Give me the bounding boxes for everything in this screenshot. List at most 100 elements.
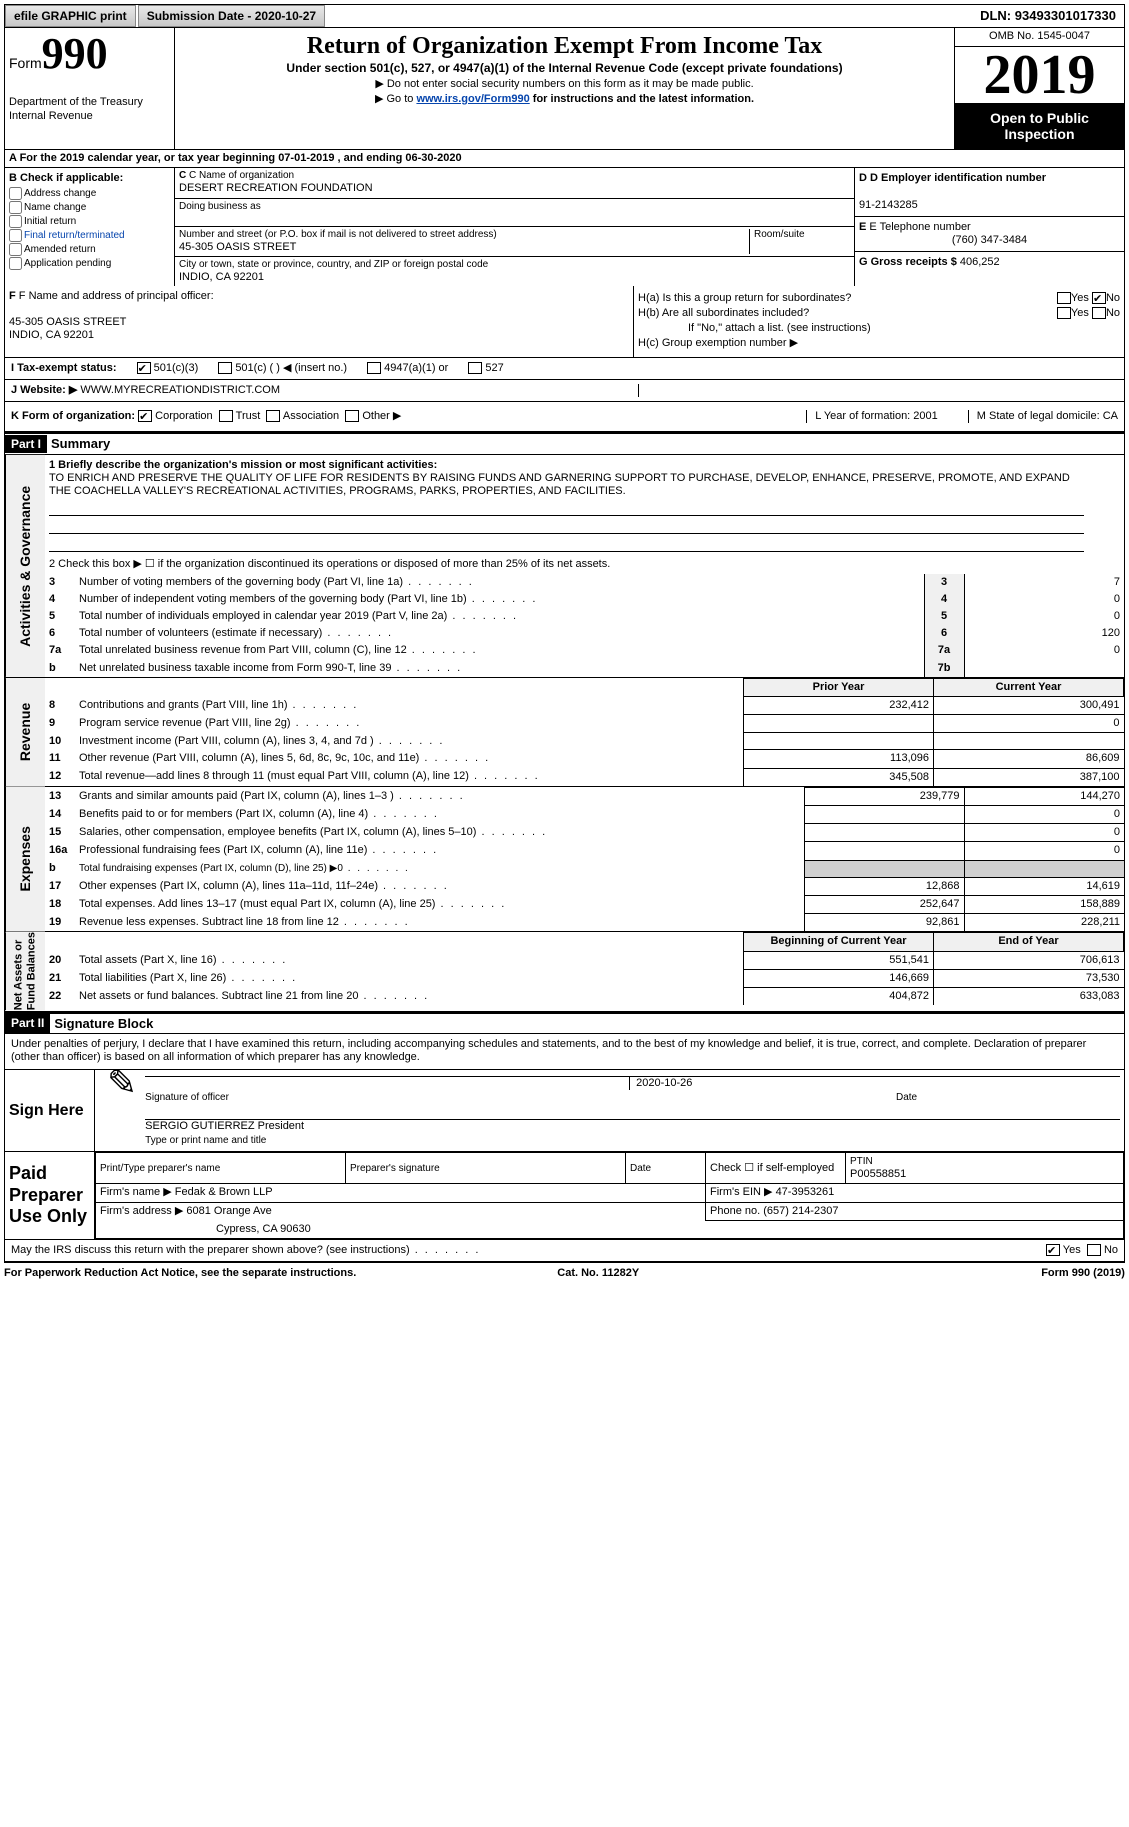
table-row: 19Revenue less expenses. Subtract line 1… xyxy=(45,914,1124,932)
h-note: If "No," attach a list. (see instruction… xyxy=(638,322,1120,335)
line2: 2 Check this box ▶ ☐ if the organization… xyxy=(45,556,1124,573)
website-label: J Website: ▶ xyxy=(11,384,77,397)
hc-row: H(c) Group exemption number ▶ xyxy=(638,337,1120,350)
opt-527: 527 xyxy=(485,362,503,374)
lbl-final-return: Final return/terminated xyxy=(24,230,125,241)
cb-assoc[interactable] xyxy=(266,410,280,422)
cb-initial-return[interactable] xyxy=(9,215,22,228)
preparer-table: Print/Type preparer's name Preparer's si… xyxy=(95,1152,1124,1239)
form-label: Form xyxy=(9,55,42,71)
submission-date: 2020-10-27 xyxy=(255,9,316,23)
cb-amended[interactable] xyxy=(9,243,22,256)
phone-cell: E E Telephone number (760) 347-3484 xyxy=(855,217,1124,252)
period-row: A For the 2019 calendar year, or tax yea… xyxy=(4,150,1125,168)
cb-501c[interactable] xyxy=(218,362,232,374)
table-row: 3Number of voting members of the governi… xyxy=(45,574,1124,591)
room-label: Room/suite xyxy=(754,229,850,241)
firm-ein: 47-3953261 xyxy=(776,1186,835,1198)
form-subtitle: Under section 501(c), 527, or 4947(a)(1)… xyxy=(183,61,946,75)
org-name: DESERT RECREATION FOUNDATION xyxy=(179,182,850,195)
mission-rule-1 xyxy=(49,500,1084,516)
footer-left: For Paperwork Reduction Act Notice, see … xyxy=(4,1267,356,1280)
lbl-name-change: Name change xyxy=(24,202,86,213)
dba-cell: Doing business as xyxy=(175,199,854,227)
prep-sig-h: Preparer's signature xyxy=(346,1153,626,1184)
may-discuss-row: May the IRS discuss this return with the… xyxy=(5,1239,1124,1261)
sign-body: ✎ 2020-10-26 Signature of officerDate SE… xyxy=(95,1070,1124,1152)
firm-name: Fedak & Brown LLP xyxy=(175,1186,273,1198)
hb-no-cb[interactable] xyxy=(1092,307,1106,319)
side-governance: Activities & Governance xyxy=(5,455,45,677)
prep-date-h: Date xyxy=(626,1153,706,1184)
mission-block: 1 Briefly describe the organization's mi… xyxy=(45,455,1124,557)
ha-no: No xyxy=(1106,292,1120,304)
cb-name-change[interactable] xyxy=(9,201,22,214)
principal-addr2: INDIO, CA 92201 xyxy=(9,329,94,341)
top-bar: efile GRAPHIC print Submission Date - 20… xyxy=(4,4,1125,28)
line1-label: 1 Briefly describe the organization's mi… xyxy=(49,459,437,471)
revenue-table: Prior YearCurrent Year8Contributions and… xyxy=(45,678,1124,786)
opt-trust: Trust xyxy=(236,410,261,422)
firm-addr1: 6081 Orange Ave xyxy=(186,1205,271,1217)
opt-501c3: 501(c)(3) xyxy=(154,362,199,374)
ha-yes: Yes xyxy=(1071,292,1089,304)
phone-label: E Telephone number xyxy=(869,221,970,233)
table-row: 4Number of independent voting members of… xyxy=(45,591,1124,608)
side-revenue: Revenue xyxy=(5,678,45,786)
lbl-address-change: Address change xyxy=(24,188,96,199)
box-d-e-g: D D Employer identification number 91-21… xyxy=(854,168,1124,286)
gross-cell: G Gross receipts $ 406,252 xyxy=(855,252,1124,273)
dln-label: DLN: xyxy=(980,8,1011,23)
cb-address-change[interactable] xyxy=(9,187,22,200)
ein-value: 91-2143285 xyxy=(859,199,918,211)
sign-here-label: Sign Here xyxy=(5,1070,95,1152)
dln-value: 93493301017330 xyxy=(1015,8,1116,23)
lbl-amended: Amended return xyxy=(24,244,96,255)
mission-rule-2 xyxy=(49,518,1084,534)
irs-link[interactable]: www.irs.gov/Form990 xyxy=(416,93,529,105)
form-header: Form990 Department of the Treasury Inter… xyxy=(4,28,1125,150)
firm-addr2: Cypress, CA 90630 xyxy=(216,1223,311,1235)
opt-501c: 501(c) ( ) ◀ (insert no.) xyxy=(235,362,347,374)
part-i-label: Part I xyxy=(5,435,47,453)
cb-final-return[interactable] xyxy=(9,229,22,242)
cb-4947[interactable] xyxy=(367,362,381,374)
hb-yes-cb[interactable] xyxy=(1057,307,1071,319)
cb-other[interactable] xyxy=(345,410,359,422)
may-yes-cb[interactable] xyxy=(1046,1244,1060,1256)
table-row: 16aProfessional fundraising fees (Part I… xyxy=(45,842,1124,860)
hb-row: H(b) Are all subordinates included? Yes … xyxy=(638,307,1120,320)
table-row: 8Contributions and grants (Part VIII, li… xyxy=(45,696,1124,714)
hb-no: No xyxy=(1106,307,1120,319)
cb-app-pending[interactable] xyxy=(9,257,22,270)
row-j: J Website: ▶ WWW.MYRECREATIONDISTRICT.CO… xyxy=(4,380,1125,402)
cb-501c3[interactable] xyxy=(137,362,151,374)
part-i: Part I Summary Activities & Governance 1… xyxy=(4,432,1125,1011)
table-row: bNet unrelated business taxable income f… xyxy=(45,660,1124,677)
ha-yes-cb[interactable] xyxy=(1057,292,1071,304)
ein-label: D Employer identification number xyxy=(870,172,1046,184)
goto-prefix: ▶ Go to xyxy=(375,93,416,105)
cb-527[interactable] xyxy=(468,362,482,374)
lbl-app-pending: Application pending xyxy=(24,258,111,269)
may-no-cb[interactable] xyxy=(1087,1244,1101,1256)
addr-label: Number and street (or P.O. box if mail i… xyxy=(179,229,745,241)
ein-cell: D D Employer identification number 91-21… xyxy=(855,168,1124,217)
hb-yes: Yes xyxy=(1071,307,1089,319)
note-ssn: ▶ Do not enter social security numbers o… xyxy=(183,78,946,91)
form-title: Return of Organization Exempt From Incom… xyxy=(183,32,946,61)
declaration: Under penalties of perjury, I declare th… xyxy=(5,1034,1124,1068)
firm-name-cell: Firm's name ▶ Fedak & Brown LLP xyxy=(96,1184,706,1202)
goto-suffix: for instructions and the latest informat… xyxy=(530,93,754,105)
cb-trust[interactable] xyxy=(219,410,233,422)
form-org-label: K Form of organization: xyxy=(11,410,135,422)
ha-no-cb[interactable] xyxy=(1092,292,1106,304)
efile-print-button[interactable]: efile GRAPHIC print xyxy=(5,5,136,27)
table-row: 6Total number of volunteers (estimate if… xyxy=(45,625,1124,642)
firm-ein-cell: Firm's EIN ▶ 47-3953261 xyxy=(706,1184,1124,1202)
sig-officer-under: Signature of officer xyxy=(145,1092,890,1104)
table-row: 21Total liabilities (Part X, line 26)146… xyxy=(45,969,1124,987)
box-h: H(a) Is this a group return for subordin… xyxy=(634,286,1124,357)
may-discuss-text: May the IRS discuss this return with the… xyxy=(11,1244,480,1257)
cb-corp[interactable] xyxy=(138,410,152,422)
